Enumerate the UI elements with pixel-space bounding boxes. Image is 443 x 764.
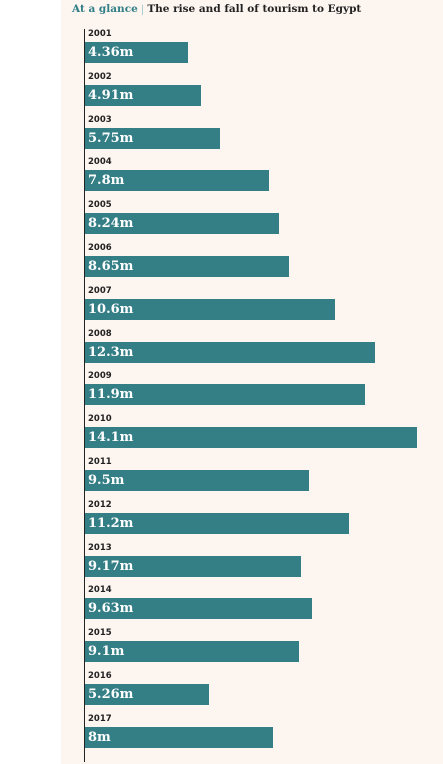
bar-value-label: 9.63m bbox=[88, 601, 134, 617]
bar bbox=[85, 555, 301, 577]
header-separator: | bbox=[140, 3, 145, 15]
bar-value-label: 11.9m bbox=[88, 387, 134, 403]
chart-kicker: At a glance bbox=[72, 3, 138, 15]
bar bbox=[85, 84, 201, 106]
bar-value-label: 4.91m bbox=[88, 87, 134, 103]
bar-value-label: 8.24m bbox=[88, 216, 134, 232]
year-label: 2007 bbox=[88, 285, 112, 296]
bar bbox=[85, 384, 365, 406]
year-label: 2009 bbox=[88, 371, 112, 382]
year-label: 2006 bbox=[88, 243, 112, 253]
bar-value-label: 11.2m bbox=[88, 515, 134, 531]
bar bbox=[85, 641, 299, 663]
bar bbox=[85, 726, 273, 748]
bar bbox=[85, 684, 209, 705]
year-label: 2001 bbox=[88, 29, 112, 39]
year-label: 2005 bbox=[88, 200, 112, 211]
bar bbox=[85, 127, 220, 149]
bar-value-label: 9.1m bbox=[88, 644, 125, 660]
year-label: 2013 bbox=[88, 542, 112, 553]
bar bbox=[85, 427, 417, 449]
year-label: 2012 bbox=[88, 499, 112, 510]
bar bbox=[85, 170, 269, 192]
chart-header: At a glance | The rise and fall of tourism… bbox=[72, 0, 361, 18]
bar-value-label: 7.8m bbox=[88, 173, 125, 189]
bar bbox=[85, 213, 279, 235]
bar bbox=[85, 512, 349, 534]
bar-value-label: 10.6m bbox=[88, 301, 134, 317]
year-label: 2016 bbox=[88, 671, 112, 681]
year-label: 2004 bbox=[88, 157, 112, 168]
chart-panel bbox=[61, 0, 443, 764]
bar-value-label: 5.26m bbox=[88, 687, 134, 702]
year-label: 2010 bbox=[88, 414, 112, 425]
bar-value-label: 8.65m bbox=[88, 259, 134, 274]
year-label: 2011 bbox=[88, 457, 112, 467]
chart-title: The rise and fall of tourism to Egypt bbox=[147, 3, 362, 15]
bar bbox=[85, 341, 375, 363]
bar-value-label: 14.1m bbox=[88, 430, 134, 446]
bar-value-label: 9.5m bbox=[88, 473, 125, 488]
year-label: 2002 bbox=[88, 71, 112, 82]
bar bbox=[85, 42, 188, 63]
year-label: 2015 bbox=[88, 628, 112, 639]
bar-value-label: 4.36m bbox=[88, 45, 134, 60]
year-label: 2003 bbox=[88, 114, 112, 125]
bar-value-label: 9.17m bbox=[88, 558, 134, 574]
bar bbox=[85, 256, 289, 277]
bar-value-label: 12.3m bbox=[88, 344, 134, 360]
y-axis-line bbox=[84, 29, 85, 762]
year-label: 2017 bbox=[88, 713, 112, 724]
bar bbox=[85, 598, 312, 620]
year-label: 2014 bbox=[88, 585, 112, 596]
year-label: 2008 bbox=[88, 328, 112, 339]
bar bbox=[85, 470, 309, 491]
bar-value-label: 5.75m bbox=[88, 130, 134, 146]
bar-value-label: 8m bbox=[88, 729, 111, 745]
bar bbox=[85, 298, 335, 320]
